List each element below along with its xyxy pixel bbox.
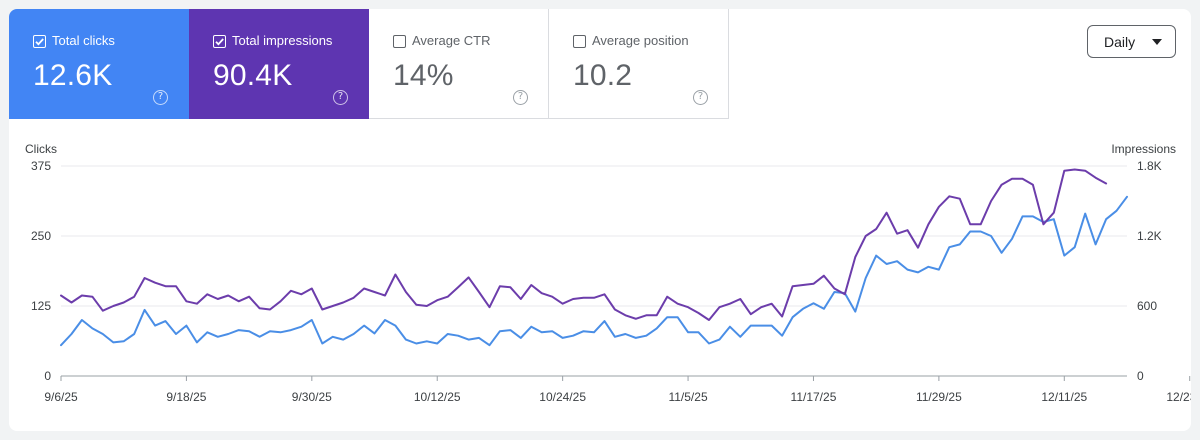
y-left-tick-label: 375 — [31, 159, 51, 173]
clicks-series-line — [60, 195, 1128, 347]
metric-average-ctr[interactable]: Average CTR 14% ? — [369, 9, 549, 119]
x-tick-label: 9/6/25 — [44, 390, 78, 404]
y-right-tick-label: 600 — [1137, 299, 1157, 313]
average-ctr-checkbox[interactable] — [393, 35, 406, 48]
average-ctr-value: 14% — [393, 59, 454, 92]
average-ctr-label: Average CTR — [412, 33, 491, 48]
metric-total-impressions[interactable]: Total impressions 90.4K ? — [189, 9, 369, 119]
granularity-selected: Daily — [1104, 34, 1136, 50]
x-tick-label: 10/12/25 — [414, 390, 461, 404]
chart-grid — [61, 165, 1127, 377]
x-tick-label: 11/29/25 — [916, 390, 962, 404]
y-right-axis-label: Impressions — [1111, 142, 1176, 156]
y-left-tick-label: 250 — [31, 229, 51, 243]
average-position-value: 10.2 — [573, 59, 633, 92]
help-icon[interactable]: ? — [693, 90, 708, 105]
performance-chart: Clicks Impressions 0 0 125 600 250 1.2K 375 1.8… — [25, 142, 1191, 404]
caret-down-icon — [1152, 39, 1162, 45]
metric-total-clicks[interactable]: Total clicks 12.6K ? — [9, 9, 189, 119]
total-clicks-value: 12.6K — [33, 59, 113, 92]
x-tick-label: 9/30/25 — [292, 390, 332, 404]
y-right-tick-label: 1.2K — [1137, 229, 1162, 243]
average-position-label: Average position — [592, 33, 689, 48]
help-icon[interactable]: ? — [153, 90, 168, 105]
metric-average-position[interactable]: Average position 10.2 ? — [549, 9, 729, 119]
help-icon[interactable]: ? — [333, 90, 348, 105]
chart-ticks: 0 0 125 600 250 1.2K 375 1.8K 9/6/25 9/18/25 9/30/… — [31, 159, 1191, 404]
impressions-series-line — [60, 168, 1108, 321]
granularity-dropdown[interactable]: Daily — [1087, 25, 1176, 58]
metric-tiles: Total clicks 12.6K ? Total impressions 9… — [9, 9, 729, 119]
y-right-tick-label: 0 — [1137, 369, 1144, 383]
y-right-tick-label: 1.8K — [1137, 159, 1162, 173]
y-left-tick-label: 125 — [31, 299, 51, 313]
x-tick-label: 11/17/25 — [791, 390, 837, 404]
help-icon[interactable]: ? — [513, 90, 528, 105]
x-tick-label: 11/5/25 — [668, 390, 707, 404]
total-clicks-label: Total clicks — [52, 33, 115, 48]
y-left-tick-label: 0 — [44, 369, 51, 383]
x-tick-label: 10/24/25 — [539, 390, 586, 404]
average-position-checkbox[interactable] — [573, 35, 586, 48]
x-tick-label: 9/18/25 — [166, 390, 206, 404]
x-tick-label: 12/11/25 — [1041, 390, 1087, 404]
x-tick-label: 12/23/25 — [1166, 390, 1191, 404]
total-impressions-checkbox[interactable] — [213, 35, 226, 48]
chart-lines — [60, 168, 1128, 347]
total-impressions-value: 90.4K — [213, 59, 293, 92]
y-left-axis-label: Clicks — [25, 142, 57, 156]
total-impressions-label: Total impressions — [232, 33, 333, 48]
total-clicks-checkbox[interactable] — [33, 35, 46, 48]
performance-card: Total clicks 12.6K ? Total impressions 9… — [9, 9, 1191, 431]
